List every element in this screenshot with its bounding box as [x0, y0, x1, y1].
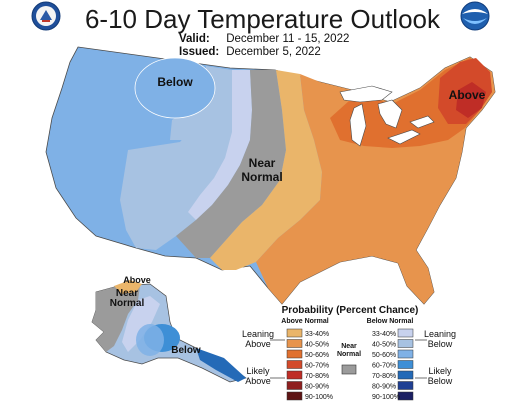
legend-above-bin-label-6: 90-100% [305, 394, 333, 401]
issued-line: Issued: December 5, 2022 [179, 46, 321, 58]
likely-below-line1: Likely [428, 366, 452, 376]
legend-below-swatch-4 [397, 370, 414, 380]
legend-above-bin-label-0: 33-40% [305, 331, 329, 338]
legend-near-line2: Normal [337, 351, 361, 358]
legend-above-bin-label-1: 40-50% [305, 342, 329, 349]
legend-near-line1: Near [341, 343, 357, 350]
alaska-near-label-line2: Normal [110, 298, 145, 309]
legend-below-bin-label-3: 60-70% [372, 363, 396, 370]
leaning-below-line1: Leaning [424, 329, 456, 339]
alaska-below-50-ring [136, 324, 164, 356]
alaska-panhandle-region [196, 348, 246, 382]
near-normal-label-line1: Near [249, 156, 276, 170]
legend-above-swatch-4 [286, 370, 303, 380]
likely-above-line1: Likely [246, 366, 270, 376]
legend-above-bins: 33-40% 40-50% 50-60% 60-70% 70-80% 80-90% 90-1… [286, 328, 333, 401]
alaska-below-33-region [122, 296, 160, 352]
alaska-below-label: Below [171, 345, 201, 356]
legend-near-swatch [341, 364, 357, 375]
legend: Probability (Percent Chance) Above Norma… [242, 305, 456, 401]
above-label: Above [449, 88, 486, 102]
legend-below-swatch-3 [397, 360, 414, 369]
below-33-40-region [188, 70, 252, 220]
likely-below-line2: Below [428, 376, 453, 386]
commerce-seal-icon [31, 1, 61, 31]
legend-below-bin-label-1: 40-50% [372, 342, 396, 349]
above-33-40-region [210, 70, 322, 270]
legend-title: Probability (Percent Chance) [282, 305, 419, 316]
legend-below-bin-label-6: 90-100% [372, 394, 400, 401]
likely-above-line2: Above [245, 376, 271, 386]
legend-below-bin-label-0: 33-40% [372, 331, 396, 338]
legend-above-header: Above Normal [281, 318, 329, 325]
legend-below-bin-label-5: 80-90% [372, 384, 396, 391]
issued-date: December 5, 2022 [226, 46, 321, 58]
legend-above-bin-label-5: 80-90% [305, 384, 329, 391]
alaska-near-normal-region [92, 286, 140, 352]
legend-above-swatch-3 [286, 360, 303, 369]
legend-below-bin-label-4: 70-80% [372, 373, 396, 380]
leaning-above-line2: Above [245, 339, 271, 349]
issued-label: Issued: [179, 46, 220, 58]
above-70-80-core [456, 82, 486, 118]
legend-above-bin-label-4: 70-80% [305, 373, 329, 380]
legend-above-bin-label-2: 50-60% [305, 352, 329, 359]
near-normal-region [176, 70, 286, 258]
legend-above-bin-label-3: 60-70% [305, 363, 329, 370]
below-50-60-core [134, 57, 216, 119]
valid-line: Valid: December 11 - 15, 2022 [179, 33, 349, 45]
legend-above-swatch-6 [286, 391, 303, 401]
alaska-near-label-line1: Near [116, 288, 138, 299]
great-lakes [339, 85, 435, 147]
leaning-above-line1: Leaning [242, 329, 274, 339]
legend-above-swatch-5 [286, 381, 303, 390]
legend-above-swatch-1 [286, 339, 303, 348]
near-normal-label-line2: Normal [241, 170, 282, 184]
noaa-logo-icon [460, 1, 490, 31]
below-label: Below [157, 75, 193, 89]
leaning-below-line2: Below [428, 339, 453, 349]
alaska-above-region [114, 280, 142, 294]
legend-below-header: Below Normal [367, 318, 414, 325]
legend-below-swatch-0 [397, 328, 414, 338]
legend-below-bin-label-2: 50-60% [372, 352, 396, 359]
legend-below-swatch-5 [397, 381, 414, 390]
legend-below-swatch-1 [397, 339, 414, 348]
legend-below-swatch-2 [397, 349, 414, 359]
page-title: 6-10 Day Temperature Outlook [84, 4, 441, 34]
legend-below-swatch-6 [397, 391, 414, 401]
legend-above-swatch-2 [286, 349, 303, 359]
valid-label: Valid: [179, 33, 210, 45]
legend-above-swatch-0 [286, 328, 303, 338]
alaska-above-label: Above [123, 275, 151, 285]
valid-dates: December 11 - 15, 2022 [226, 33, 350, 45]
legend-below-bins: 33-40% 40-50% 50-60% 60-70% 70-80% 80-90% 90-1… [372, 328, 414, 401]
